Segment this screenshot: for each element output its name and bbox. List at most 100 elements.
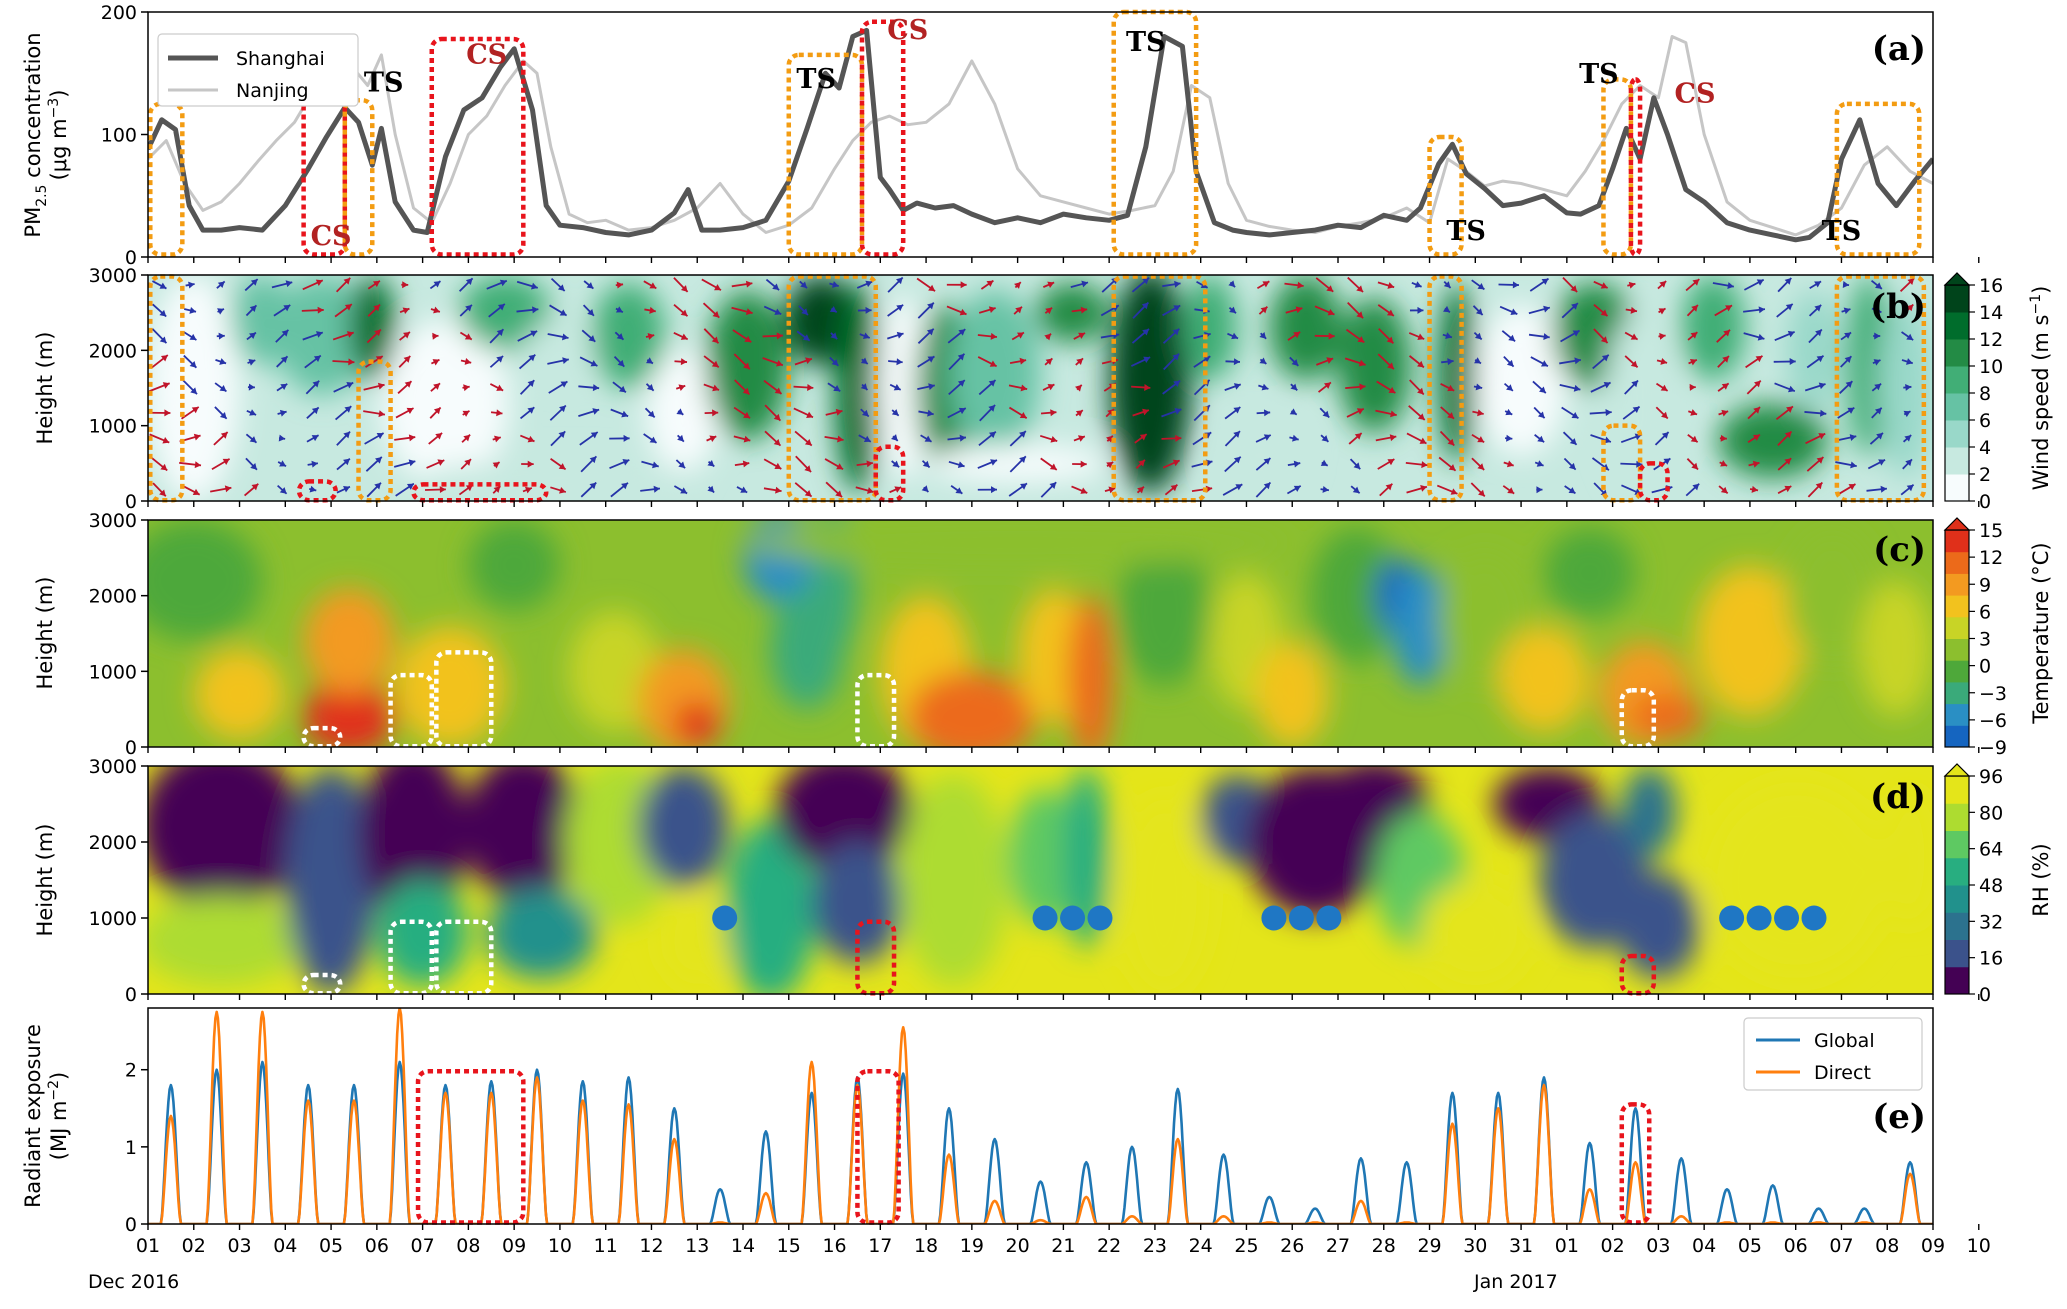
wind-arrow-head — [1842, 281, 1850, 288]
wind-arrow-head — [891, 434, 898, 441]
wind-arrow-head — [806, 411, 814, 418]
wind-arrow-head — [1075, 410, 1083, 417]
panel-labels: (a) (b) (c) (d) (e) — [1870, 29, 1926, 1137]
rh-blob-4 — [376, 880, 469, 987]
wind-arrow-head — [343, 431, 351, 439]
xtick-label: 10 — [1967, 1235, 1991, 1257]
temp-blob-0 — [148, 520, 263, 642]
wind-arrow-head — [1263, 409, 1271, 417]
wind-arrow-head — [1447, 358, 1454, 366]
wind-arrow-head — [1263, 482, 1271, 490]
ytick-label-d: 1000 — [89, 908, 137, 930]
wind-arrow-head — [1448, 464, 1456, 471]
wind-arrow-head — [1721, 383, 1729, 390]
wind-arrow-head — [559, 486, 566, 494]
wind-blob-6 — [523, 320, 597, 381]
wind-arrow-head — [1506, 434, 1513, 442]
wind-blob-0 — [148, 275, 240, 501]
wind-arrow-head — [1600, 282, 1608, 289]
ylabel-e: Radiant exposure — [21, 1024, 45, 1208]
xtick-label: 10 — [548, 1235, 572, 1257]
colorbar-c-tick-label: 12 — [1979, 547, 2003, 569]
wind-arrow-head — [774, 308, 782, 315]
temp-blob-16 — [1118, 535, 1210, 687]
wind-arrow-head — [1814, 281, 1822, 288]
annotation-cs: CS — [1675, 79, 1716, 110]
wind-arrow-head — [1723, 329, 1731, 337]
wind-blob-25 — [1681, 275, 1746, 381]
wind-arrow-head — [1510, 308, 1518, 315]
panel-label-a: (a) — [1872, 29, 1926, 69]
xtick-label: 02 — [182, 1235, 206, 1257]
wind-arrow-head — [653, 485, 660, 493]
box-cs — [415, 1069, 526, 1225]
wind-arrow-head — [532, 306, 539, 314]
wind-arrow-head — [1903, 410, 1911, 418]
wind-arrow-head — [1231, 332, 1239, 340]
box-cs — [1628, 77, 1643, 257]
frame-d — [147, 765, 1934, 995]
wind-arrow-head — [1443, 305, 1450, 313]
xtick-label: 09 — [502, 1235, 526, 1257]
xtick-label: 03 — [1646, 1235, 1670, 1257]
wind-arrow-head — [867, 487, 874, 494]
wind-arrow-head — [1326, 357, 1334, 364]
wind-arrow-head — [1661, 411, 1668, 419]
box-white — [855, 672, 897, 749]
wind-blob-5 — [459, 275, 551, 351]
xtick-label: 27 — [1326, 1235, 1350, 1257]
wind-arrow-head — [1815, 482, 1823, 490]
ylabel-a: PM2.5 concentration — [21, 32, 50, 237]
wind-arrow-head — [589, 482, 597, 490]
wind-arrow-head — [1019, 357, 1027, 365]
xtick-label: 13 — [685, 1235, 709, 1257]
pm25-lines — [148, 27, 1933, 243]
annotation-ts: TS — [1822, 216, 1862, 247]
wind-arrow-head — [463, 384, 470, 392]
wind-arrow-head — [1689, 383, 1696, 391]
wind-arrow-head — [1789, 358, 1796, 366]
wind-arrow-head — [348, 358, 355, 366]
wind-arrow-head — [1045, 358, 1053, 366]
wind-arrow-head — [279, 409, 287, 417]
temperature-field — [148, 520, 1933, 747]
wind-arrow-head — [586, 282, 594, 289]
wind-arrow-head — [527, 380, 535, 387]
wind-arrow-head — [894, 486, 902, 493]
wind-arrow-head — [1628, 281, 1636, 289]
wind-arrow-head — [433, 306, 440, 314]
wind-blob-15 — [1035, 282, 1110, 343]
box-cs — [429, 36, 526, 257]
wind-arrow-head — [1322, 485, 1329, 493]
wind-arrow-head — [1788, 385, 1795, 393]
colorbar-b-tick-label: 16 — [1979, 275, 2003, 297]
wind-arrow-head — [1659, 332, 1666, 340]
annotation-ts: TS — [1579, 59, 1619, 90]
wind-arrow-head — [1447, 438, 1455, 446]
wind-arrow-head — [652, 461, 659, 469]
wind-arrow-head — [404, 381, 412, 388]
wind-arrow-head — [1785, 303, 1793, 311]
wind-arrow-head — [1421, 461, 1428, 469]
wind-arrow-head — [622, 459, 630, 466]
wind-arrow-head — [159, 336, 167, 344]
wind-arrow-head — [1849, 434, 1857, 441]
legend-global: Global — [1814, 1030, 1875, 1052]
wind-arrow-head — [1390, 410, 1397, 418]
legend-shanghai: Shanghai — [236, 48, 325, 70]
wind-arrow-head — [1322, 410, 1330, 418]
wind-arrow-head — [406, 483, 414, 490]
wind-arrow-head — [1015, 306, 1022, 314]
wind-arrow-head — [1571, 412, 1579, 419]
wind-arrow-head — [1600, 336, 1608, 344]
wind-arrow-head — [707, 485, 715, 493]
xtick-label: 24 — [1189, 1235, 1213, 1257]
wind-arrow-head — [279, 487, 287, 494]
wind-arrow-head — [744, 335, 752, 343]
legend-nanjing: Nanjing — [236, 80, 309, 102]
rh-blob-1 — [148, 895, 304, 987]
wind-arrow-head — [590, 360, 598, 367]
wind-arrow-head — [743, 435, 751, 443]
month-label-dec: Dec 2016 — [88, 1271, 179, 1293]
wind-arrow-head — [403, 332, 410, 339]
